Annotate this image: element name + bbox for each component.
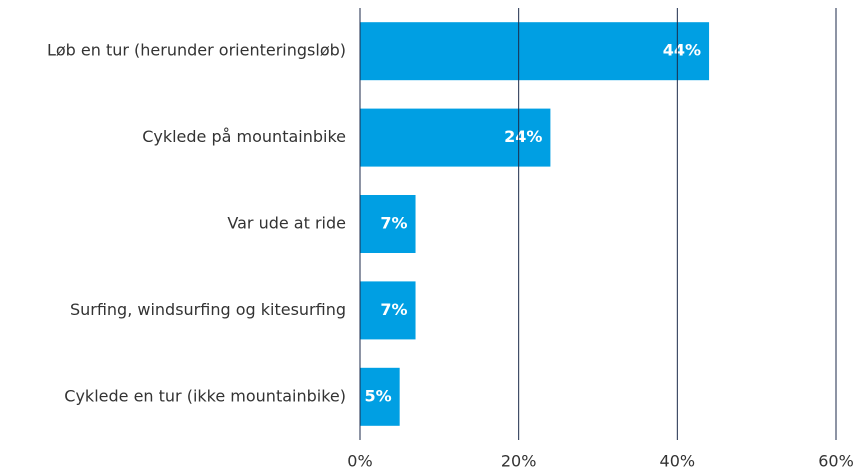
value-label: 24% — [504, 127, 542, 146]
x-tick-label: 40% — [660, 452, 696, 471]
value-label: 44% — [663, 41, 701, 60]
value-label: 7% — [380, 300, 407, 319]
category-label: Løb en tur (herunder orienteringsløb) — [47, 41, 346, 60]
value-label: 5% — [364, 386, 391, 405]
x-tick-label: 60% — [818, 452, 854, 471]
bar — [360, 195, 416, 253]
category-label: Cyklede på mountainbike — [142, 127, 346, 146]
bar — [360, 281, 416, 340]
x-tick-label: 0% — [347, 452, 372, 471]
category-label: Surfing, windsurfing og kitesurfing — [70, 300, 346, 319]
category-label: Cyklede en tur (ikke mountainbike) — [64, 386, 346, 405]
value-label: 7% — [380, 214, 407, 233]
bar — [360, 367, 400, 426]
x-tick-label: 20% — [501, 452, 537, 471]
bar — [360, 22, 710, 81]
category-label: Var ude at ride — [227, 214, 346, 233]
